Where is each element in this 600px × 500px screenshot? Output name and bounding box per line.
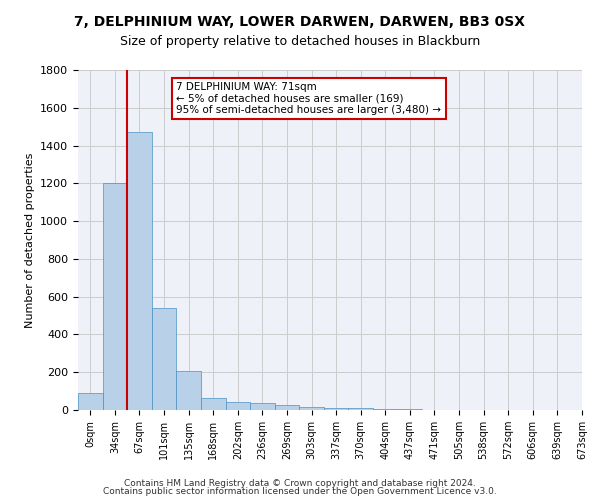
Text: 7 DELPHINIUM WAY: 71sqm
← 5% of detached houses are smaller (169)
95% of semi-de: 7 DELPHINIUM WAY: 71sqm ← 5% of detached… [176,82,442,115]
Text: Contains HM Land Registry data © Crown copyright and database right 2024.: Contains HM Land Registry data © Crown c… [124,478,476,488]
Bar [103,184,127,410]
Bar [201,398,226,410]
Bar [226,402,250,410]
Y-axis label: Number of detached properties: Number of detached properties [25,152,35,328]
Bar [78,393,103,410]
Text: Contains public sector information licensed under the Open Government Licence v3: Contains public sector information licen… [103,487,497,496]
Bar [299,407,324,410]
Bar [250,404,275,410]
Text: 7, DELPHINIUM WAY, LOWER DARWEN, DARWEN, BB3 0SX: 7, DELPHINIUM WAY, LOWER DARWEN, DARWEN,… [74,15,526,29]
Bar [324,408,349,410]
Text: Size of property relative to detached houses in Blackburn: Size of property relative to detached ho… [120,35,480,48]
Bar [127,132,152,410]
Bar [275,404,299,410]
Bar [373,409,398,410]
Bar [152,308,176,410]
Bar [176,372,201,410]
Bar [349,408,373,410]
